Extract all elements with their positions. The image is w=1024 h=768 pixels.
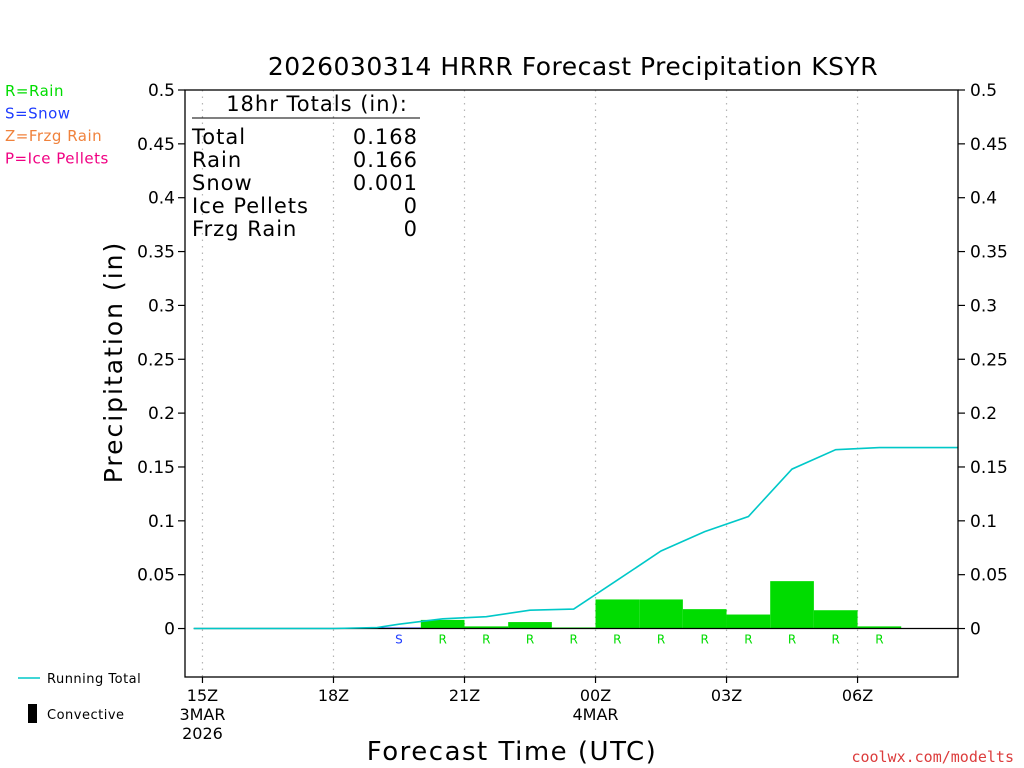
precip-bar-7: [508, 622, 552, 629]
y-axis-left: 0 0.05 0.1 0.15 0.2 0.25 0.3 0.35 0.4 0.45 0.5: [137, 81, 185, 640]
running-total-line: [193, 446, 958, 630]
totals-row-value-3: 0: [404, 194, 418, 218]
convective-legend-label: Convective: [47, 708, 125, 723]
chart-title: 2026030314 HRRR Forecast Precipitation K…: [268, 52, 878, 81]
y-tick-label-left-4: 0.2: [148, 404, 175, 424]
y-tick-label-left-6: 0.3: [148, 296, 175, 316]
y-tick-label-right-10: 0.5: [970, 81, 997, 101]
y-tick-label-right-1: 0.05: [970, 566, 1008, 586]
bar-type-label-11: R: [701, 633, 709, 647]
y-tick-label-right-3: 0.15: [970, 458, 1008, 478]
x-axis-label: Forecast Time (UTC): [367, 737, 658, 767]
type-legend-item-2: Z=Frzg Rain: [5, 127, 102, 145]
convective-legend-swatch: [28, 704, 37, 723]
bar-type-label-13: R: [788, 633, 796, 647]
y-tick-label-left-1: 0.05: [137, 566, 175, 586]
type-legend-item-3: P=Ice Pellets: [5, 150, 109, 168]
y-tick-label-left-8: 0.4: [148, 189, 175, 209]
x-tick-label-0-0: 15Z: [187, 686, 218, 705]
running-total-legend-label: Running Total: [47, 672, 141, 687]
bar-type-label-14: R: [832, 633, 840, 647]
totals-row-value-4: 0: [404, 217, 418, 241]
bar-type-label-12: R: [744, 633, 752, 647]
y-tick-label-left-2: 0.1: [148, 512, 175, 532]
y-tick-label-right-7: 0.35: [970, 243, 1008, 263]
y-tick-label-right-6: 0.3: [970, 296, 997, 316]
y-tick-label-left-5: 0.25: [137, 350, 175, 370]
bar-type-label-10: R: [657, 633, 665, 647]
totals-row-label-0: Total: [191, 125, 246, 149]
y-tick-label-right-9: 0.45: [970, 135, 1008, 155]
bar-type-label-9: R: [613, 633, 621, 647]
totals-row-label-1: Rain: [192, 148, 242, 172]
y-tick-label-right-4: 0.2: [970, 404, 997, 424]
x-tick-label-3-0: 00Z: [580, 686, 611, 705]
totals-row-value-0: 0.168: [353, 125, 418, 149]
y-axis-label: Precipitation (in): [99, 241, 128, 484]
totals-heading: 18hr Totals (in):: [226, 92, 408, 116]
y-axis-right: 0 0.05 0.1 0.15 0.2 0.25 0.3 0.35 0.4 0.45 0.5: [958, 81, 1008, 640]
convective-legend: Convective: [28, 704, 125, 723]
totals-row-value-2: 0.001: [353, 171, 418, 195]
precip-bar-12: [726, 614, 771, 629]
x-tick-label-1-0: 18Z: [318, 686, 349, 705]
bar-type-label-4: S: [395, 633, 403, 647]
x-tick-label-4-0: 03Z: [711, 686, 742, 705]
x-tick-label-2-0: 21Z: [449, 686, 480, 705]
precip-bar-15: [857, 626, 902, 629]
type-legend-item-1: S=Snow: [5, 105, 71, 123]
precip-bar-11: [682, 609, 727, 629]
precip-bar-9: [595, 599, 640, 629]
totals-row-label-2: Snow: [192, 171, 253, 195]
y-tick-label-left-9: 0.45: [137, 135, 175, 155]
precip-bar-10: [639, 599, 683, 629]
y-tick-label-right-0: 0: [970, 620, 981, 640]
precip-bar-6: [464, 626, 509, 629]
totals-row-label-3: Ice Pellets: [192, 194, 309, 218]
x-tick-label-0-1: 3MAR: [179, 705, 225, 724]
running-total-legend: Running Total: [18, 672, 141, 687]
precip-bar-5: [420, 619, 465, 629]
y-tick-label-right-8: 0.4: [970, 189, 997, 209]
bar-type-label-7: R: [526, 633, 534, 647]
type-legend-item-0: R=Rain: [5, 82, 64, 100]
y-tick-label-right-2: 0.1: [970, 512, 997, 532]
precip-bars: [377, 581, 902, 629]
totals-box: 18hr Totals (in): Total 0.168 Rain 0.166 Sno…: [191, 92, 420, 241]
precip-bar-13: [770, 581, 814, 629]
y-tick-label-left-7: 0.35: [137, 243, 175, 263]
x-tick-label-5-0: 06Z: [842, 686, 873, 705]
bar-type-label-8: R: [570, 633, 578, 647]
bar-type-label-15: R: [875, 633, 883, 647]
totals-row-label-4: Frzg Rain: [192, 217, 297, 241]
vertical-gridlines: [201, 90, 859, 677]
x-tick-label-0-2: 2026: [182, 724, 223, 743]
x-tick-label-3-1: 4MAR: [572, 705, 618, 724]
totals-row-value-1: 0.166: [353, 148, 418, 172]
bar-type-label-5: R: [438, 633, 446, 647]
y-tick-label-left-0: 0: [164, 620, 175, 640]
y-tick-label-left-3: 0.15: [137, 458, 175, 478]
precip-bar-14: [813, 610, 858, 629]
credit-text: coolwx.com/modelts: [851, 748, 1014, 766]
plot-frame: [184, 89, 959, 678]
y-tick-label-right-5: 0.25: [970, 350, 1008, 370]
y-tick-label-left-10: 0.5: [148, 81, 175, 101]
precip-type-legend: R=Rain S=Snow Z=Frzg Rain P=Ice Pellets: [5, 82, 109, 168]
bar-type-label-6: R: [482, 633, 490, 647]
